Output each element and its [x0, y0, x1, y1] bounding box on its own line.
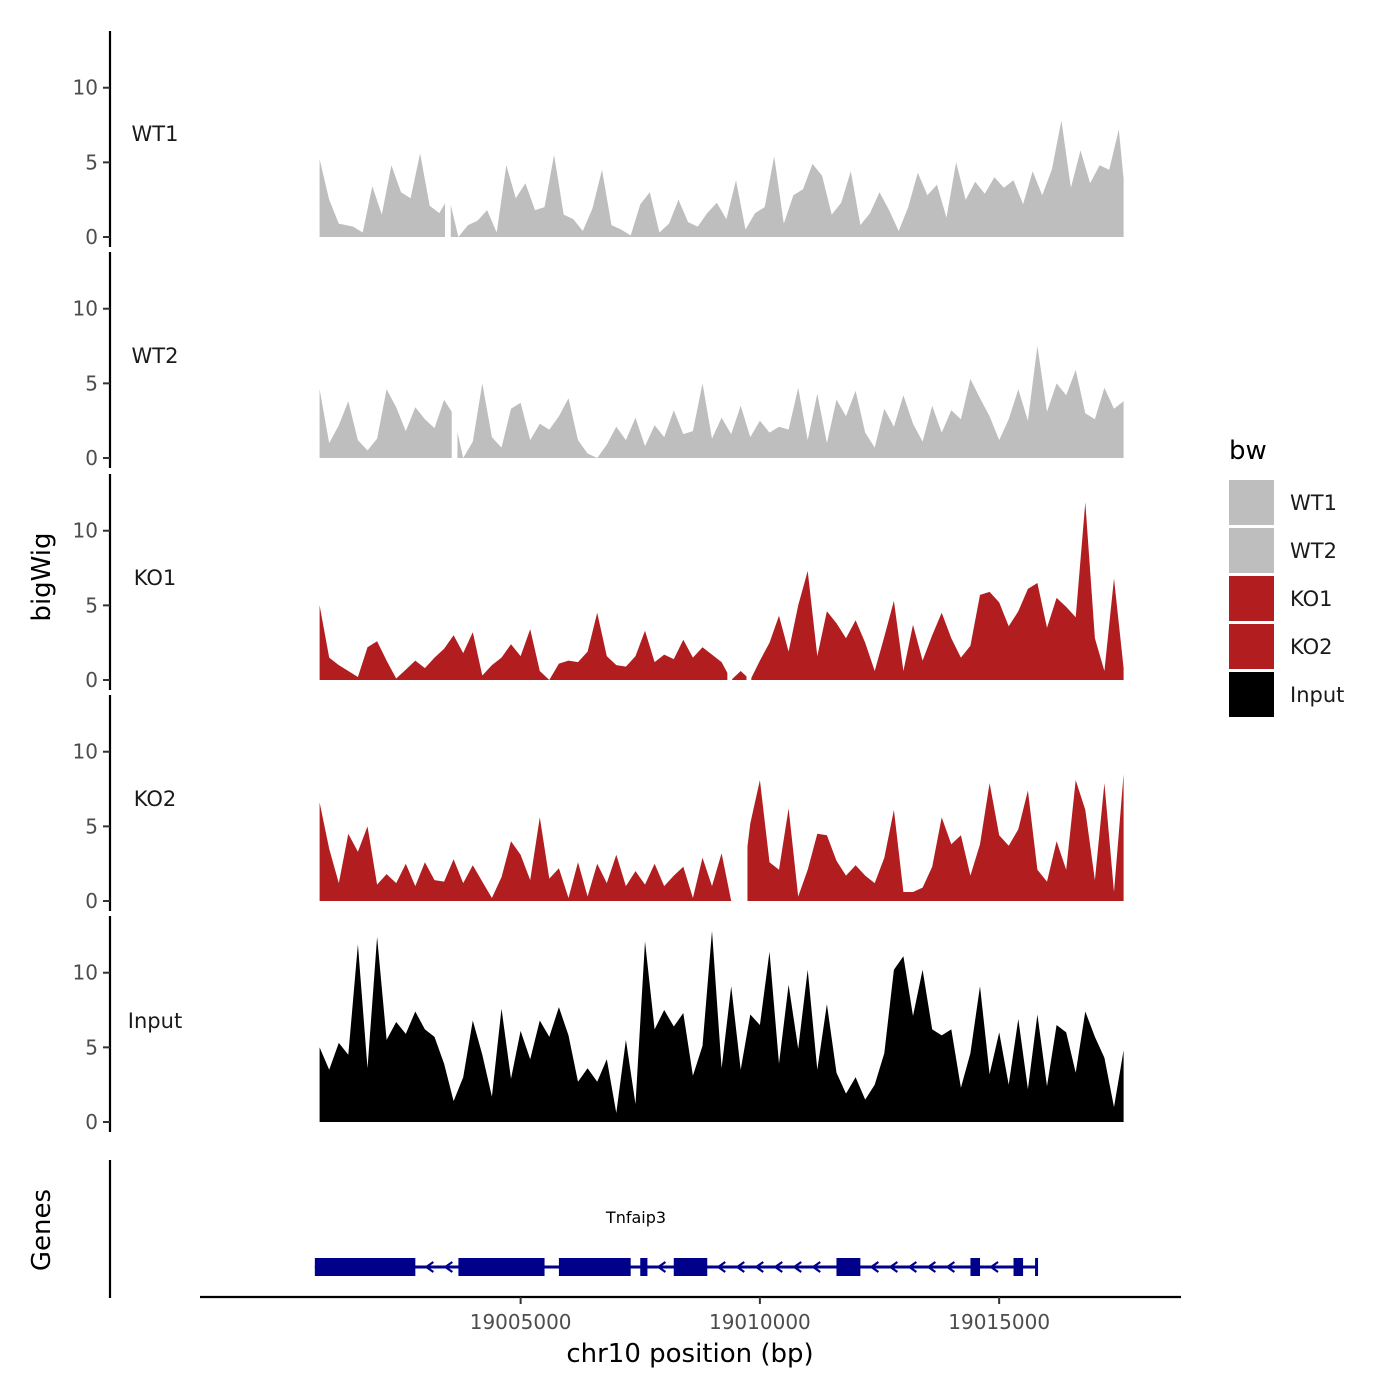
signal-area-input [319, 930, 1124, 1122]
gene-exon-7 [1013, 1258, 1024, 1276]
gene-exon-5 [836, 1258, 861, 1276]
y-tick-label-wt2-0: 0 [85, 446, 98, 470]
legend-key-wt2 [1229, 528, 1274, 573]
legend-key-ko1 [1229, 576, 1274, 621]
y-tick-label-ko2-10: 10 [73, 740, 98, 764]
legend-label-ko1: KO1 [1290, 587, 1333, 611]
signal-area-wt2 [319, 346, 1124, 458]
gene-exon-0 [314, 1258, 416, 1276]
legend-label-ko2: KO2 [1290, 635, 1333, 659]
track-label-ko1: KO1 [134, 566, 177, 590]
legend-key-ko2 [1229, 624, 1274, 669]
gene-exon-6 [970, 1258, 981, 1276]
legend-label-wt2: WT2 [1290, 539, 1337, 563]
gene-exon-8 [1035, 1258, 1039, 1276]
y-tick-label-wt1-0: 0 [85, 225, 98, 249]
gene-label: Tnfaip3 [605, 1208, 666, 1227]
signal-area-ko2 [319, 774, 1124, 901]
strand-chevron [926, 1261, 937, 1273]
legend-key-input [1229, 672, 1274, 717]
signal-gap-ko1-0 [727, 472, 733, 680]
signal-gap-wt2-0 [451, 250, 458, 458]
y-tick-label-input-0: 0 [85, 1110, 98, 1134]
strand-chevron [773, 1261, 783, 1273]
legend: bw WT1 WT2 KO1 KO2 Input [1229, 436, 1344, 717]
strand-chevron [754, 1261, 764, 1273]
strand-chevron [716, 1261, 726, 1273]
y-tick-label-ko1-5: 5 [85, 593, 98, 617]
strand-chevron [656, 1261, 667, 1273]
strand-chevron [888, 1261, 899, 1273]
strand-chevron [945, 1261, 956, 1273]
x-tick-label-19015000: 19015000 [948, 1310, 1050, 1334]
x-tick-label-19005000: 19005000 [470, 1310, 572, 1334]
legend-label-input: Input [1290, 683, 1344, 707]
gene-exon-3 [640, 1258, 648, 1276]
strand-chevron [443, 1261, 453, 1273]
y-tick-label-input-5: 5 [85, 1035, 98, 1059]
track-label-ko2: KO2 [134, 787, 177, 811]
track-label-wt2: WT2 [132, 344, 179, 368]
y-tick-label-ko1-0: 0 [85, 668, 98, 692]
signal-gap-ko1-1 [746, 472, 752, 680]
y-tick-label-wt2-10: 10 [73, 297, 98, 321]
genes-axis-title: Genes [27, 1189, 57, 1271]
signal-gap-wt1-0 [445, 29, 451, 237]
strand-chevron [735, 1261, 745, 1273]
x-axis-title: chr10 position (bp) [566, 1339, 813, 1369]
y-tick-label-wt2-5: 5 [85, 371, 98, 395]
strand-chevron [811, 1261, 821, 1273]
strand-chevron [424, 1261, 434, 1273]
y-axis-title: bigWig [27, 532, 57, 621]
signal-area-wt1 [319, 120, 1124, 237]
y-tick-label-ko2-0: 0 [85, 889, 98, 913]
legend-key-wt1 [1229, 480, 1274, 525]
gene-exon-2 [558, 1258, 631, 1276]
gene-exon-4 [673, 1258, 708, 1276]
legend-label-wt1: WT1 [1290, 491, 1337, 515]
y-tick-label-wt1-10: 10 [73, 76, 98, 100]
x-tick-label-19010000: 19010000 [709, 1310, 811, 1334]
legend-title: bw [1229, 436, 1267, 466]
signal-area-ko1 [319, 502, 1124, 680]
strand-chevron [907, 1261, 918, 1273]
y-tick-label-ko1-10: 10 [73, 519, 98, 543]
strand-chevron [869, 1261, 880, 1273]
signal-gap-ko2-0 [734, 693, 748, 901]
track-label-wt1: WT1 [132, 122, 179, 146]
strand-chevron [989, 1261, 999, 1273]
y-tick-label-wt1-5: 5 [85, 150, 98, 174]
gene-exon-1 [458, 1258, 545, 1276]
strand-chevron [792, 1261, 802, 1273]
track-label-input: Input [128, 1009, 182, 1033]
y-tick-label-input-10: 10 [73, 961, 98, 985]
y-tick-label-ko2-5: 5 [85, 814, 98, 838]
